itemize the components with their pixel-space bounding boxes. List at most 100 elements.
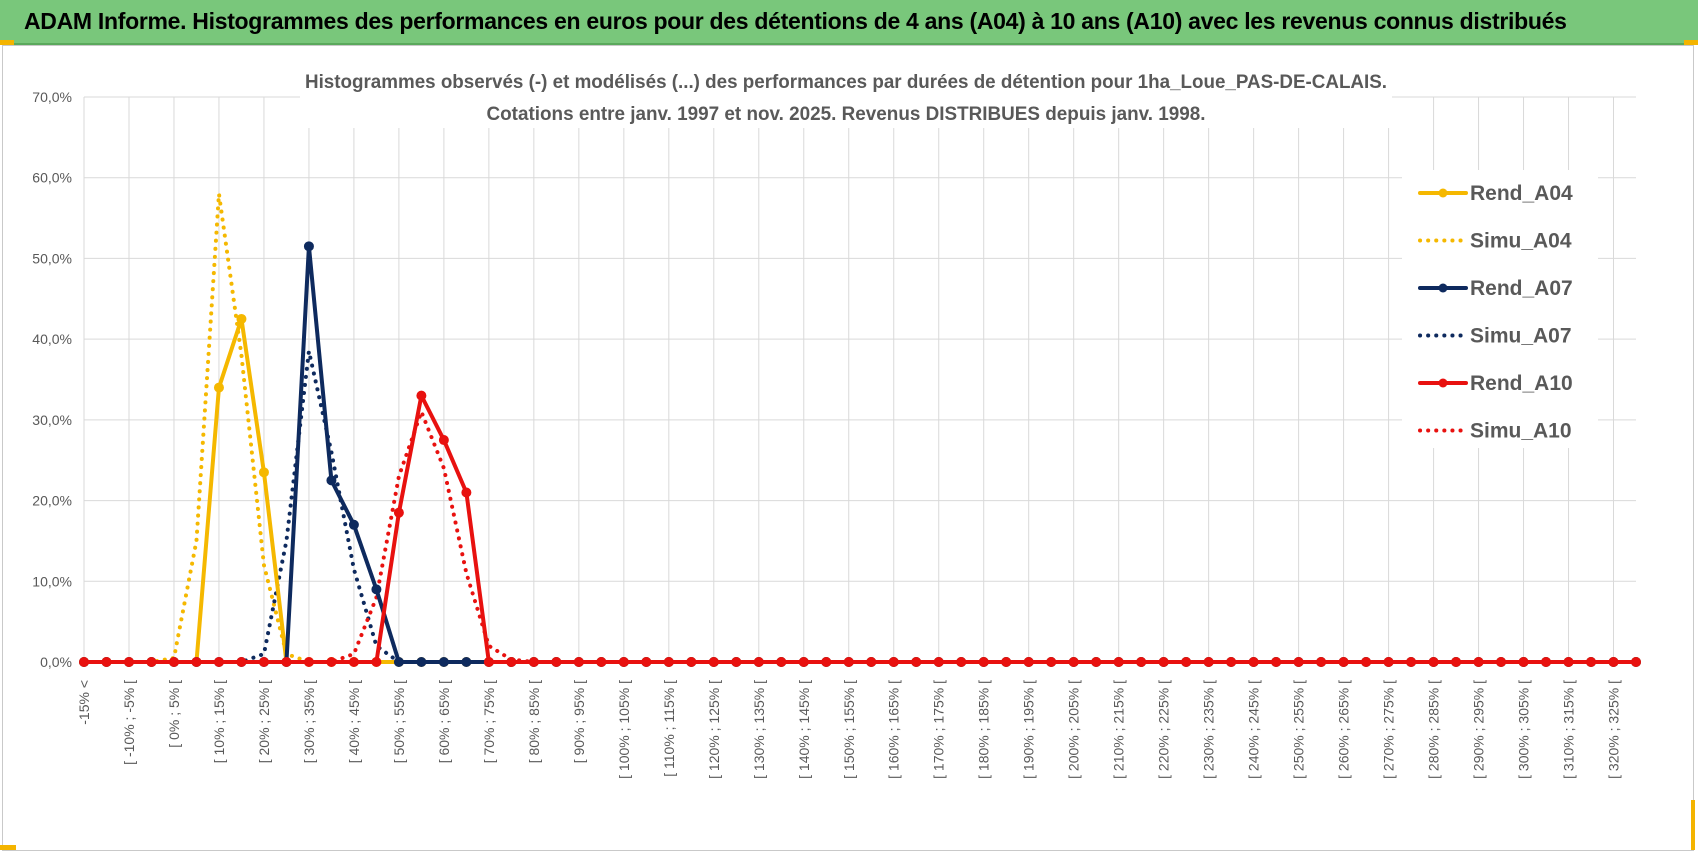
y-tick-label: 40,0% (32, 331, 72, 347)
data-point-rend-a10 (1631, 657, 1641, 667)
corner-mark-top-right (1684, 40, 1698, 45)
chart-title-line-1: Histogrammes observés (-) et modélisés (… (305, 72, 1387, 93)
y-tick-label: 0,0% (40, 654, 72, 670)
data-point-rend-a10 (101, 657, 112, 667)
x-tick-label: [ 320% ; 325% [ (1606, 680, 1622, 779)
data-point-rend-a10 (573, 657, 584, 667)
x-tick-label: [ 290% ; 295% [ (1471, 680, 1487, 779)
data-point-rend-a10 (1473, 657, 1484, 667)
data-point-rend-a10 (528, 657, 539, 667)
x-tick-label: [ 180% ; 185% [ (976, 680, 992, 779)
data-point-rend-a10 (708, 657, 719, 667)
data-point-rend-a10 (933, 657, 944, 667)
data-point-rend-a10 (1023, 657, 1034, 667)
x-tick-label: [ 200% ; 205% [ (1066, 680, 1082, 779)
data-point-rend-a10 (1158, 657, 1169, 667)
data-point-rend-a10 (213, 657, 224, 667)
data-point-rend-a10 (483, 657, 494, 667)
data-point-rend-a10 (1361, 657, 1372, 667)
x-tick-label: [ 190% ; 195% [ (1021, 680, 1037, 779)
data-point-rend-a10 (821, 657, 832, 667)
x-tick-label: [ 260% ; 265% [ (1336, 680, 1352, 779)
data-point-rend-a10 (618, 657, 629, 667)
series-layer (79, 191, 1641, 667)
x-tick-label: [ -10% ; -5% [ (121, 680, 137, 765)
data-point-rend-a10 (1046, 657, 1057, 667)
data-point-rend-a10 (1203, 657, 1214, 667)
x-tick-label: [ 40% ; 45% [ (346, 680, 362, 763)
data-point-rend-a10 (281, 657, 292, 667)
legend-label-simu-a07: Simu_A07 (1470, 325, 1572, 348)
data-point-rend-a10 (1181, 657, 1192, 667)
data-point-rend-a10 (1316, 657, 1327, 667)
data-point-rend-a10 (1451, 657, 1462, 667)
legend-marker-rend-a07 (1438, 283, 1448, 293)
data-point-rend-a10 (663, 657, 674, 667)
x-tick-label: [ 30% ; 35% [ (301, 680, 317, 763)
legend-label-rend-a10: Rend_A10 (1470, 372, 1573, 395)
x-tick-label: [ 150% ; 155% [ (841, 680, 857, 779)
x-tick-label: [ 220% ; 225% [ (1156, 680, 1172, 779)
x-tick-label: [ 160% ; 165% [ (886, 680, 902, 779)
legend: Rend_A04 Simu_A04 Rend_A07 Simu_A07 Rend_A10… (1402, 170, 1598, 448)
data-point-rend-a10 (438, 435, 449, 446)
x-tick-label: [ 70% ; 75% [ (481, 680, 497, 763)
data-point-rend-a10 (416, 390, 427, 401)
x-tick-label: [ 100% ; 105% [ (616, 680, 632, 779)
x-tick-label: [ 230% ; 235% [ (1201, 680, 1217, 779)
data-point-rend-a10 (1271, 657, 1282, 667)
x-tick-label: [ 310% ; 315% [ (1561, 680, 1577, 779)
data-point-rend-a10 (1113, 657, 1124, 667)
data-point-rend-a10 (843, 657, 854, 667)
x-tick-label: [ 10% ; 15% [ (211, 680, 227, 763)
data-point-rend-a10 (1428, 657, 1439, 667)
data-point-rend-a10 (326, 657, 337, 667)
legend-label-rend-a07: Rend_A07 (1470, 277, 1573, 300)
data-point-rend-a07 (326, 475, 337, 486)
data-point-rend-a07 (416, 657, 427, 667)
data-point-rend-a10 (1496, 657, 1507, 667)
data-point-rend-a10 (191, 657, 202, 667)
report-banner: ADAM Informe. Histogrammes des performan… (0, 0, 1698, 45)
data-point-rend-a10 (1136, 657, 1147, 667)
data-point-rend-a10 (1226, 657, 1237, 667)
data-point-rend-a10 (1338, 657, 1349, 667)
x-tick-label: [ 240% ; 245% [ (1246, 680, 1262, 779)
data-point-rend-a10 (888, 657, 899, 667)
legend-background (1402, 170, 1598, 448)
data-point-rend-a04 (213, 382, 224, 393)
x-tick-label: [ 130% ; 135% [ (751, 680, 767, 779)
data-point-rend-a10 (866, 657, 877, 667)
data-point-rend-a10 (596, 657, 607, 667)
data-point-rend-a10 (1563, 657, 1574, 667)
data-point-rend-a10 (1518, 657, 1529, 667)
data-point-rend-a10 (1001, 657, 1012, 667)
data-point-rend-a10 (1541, 657, 1552, 667)
data-point-rend-a10 (393, 507, 404, 518)
data-point-rend-a10 (79, 657, 89, 667)
x-tick-label: [ 300% ; 305% [ (1516, 680, 1532, 779)
y-tick-label: 60,0% (32, 170, 72, 186)
data-point-rend-a07 (461, 657, 472, 667)
y-tick-label: 70,0% (32, 89, 72, 105)
data-point-rend-a10 (303, 657, 314, 667)
data-point-rend-a10 (731, 657, 742, 667)
data-point-rend-a07 (371, 584, 382, 595)
x-tick-label: [ 60% ; 65% [ (436, 680, 452, 763)
data-point-rend-a10 (1586, 657, 1597, 667)
data-point-rend-a10 (1068, 657, 1079, 667)
series-line-simu-a10 (82, 409, 1638, 664)
chart-title-line-2: Cotations entre janv. 1997 et nov. 2025.… (487, 104, 1206, 125)
data-point-rend-a10 (506, 657, 517, 667)
x-tick-label: [ 110% ; 115% [ (661, 680, 677, 777)
data-point-rend-a10 (1293, 657, 1304, 667)
y-axis-ticks: 0,0% 10,0% 20,0% 30,0% 40,0% 50,0% 60,0% 70,0% (32, 89, 72, 670)
data-point-rend-a10 (1383, 657, 1394, 667)
x-tick-label: -15% < (76, 680, 92, 725)
x-tick-label: [ 90% ; 95% [ (571, 680, 587, 763)
x-tick-label: [ 270% ; 275% [ (1381, 680, 1397, 779)
x-tick-label: [ 250% ; 255% [ (1291, 680, 1307, 779)
data-point-rend-a10 (236, 657, 247, 667)
x-tick-label: [ 80% ; 85% [ (526, 680, 542, 763)
